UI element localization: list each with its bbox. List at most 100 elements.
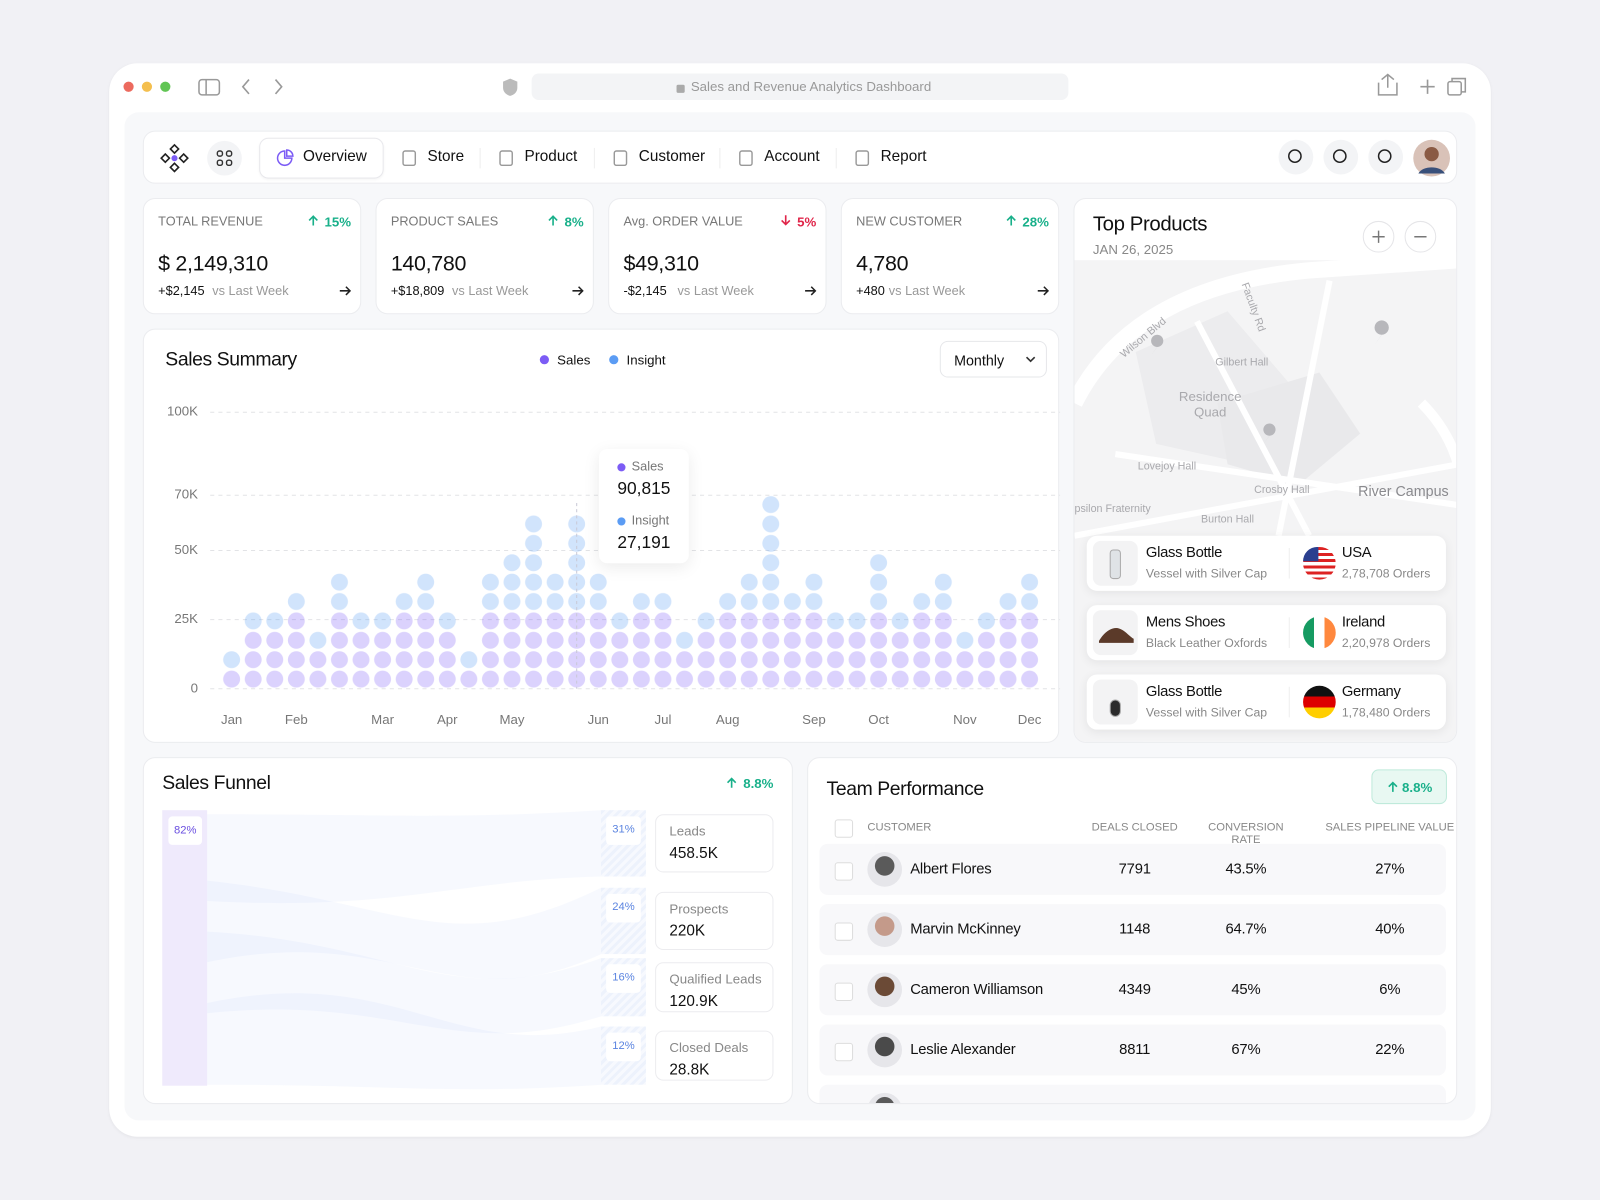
kpi-arrow-svg (1006, 215, 1016, 226)
period-select[interactable]: Monthly (939, 340, 1047, 378)
dot-column (285, 591, 308, 612)
tooltip-swatch (617, 517, 626, 526)
panel-title: Sales Funnel (162, 772, 271, 794)
change-arrow (726, 776, 738, 790)
table-cell: 1148 (1119, 921, 1151, 938)
nav-item[interactable]: Account (764, 147, 820, 166)
kpi-link[interactable] (803, 284, 817, 298)
nav-item[interactable]: Overview (303, 147, 367, 166)
tooltip-swatch (617, 463, 626, 472)
zoom-controls[interactable] (1362, 219, 1440, 254)
kpi-link[interactable] (338, 284, 352, 298)
nav-item[interactable]: Store (427, 147, 465, 166)
team-performance-panel: Team Performance 8.8% CUSTOMER DEALS CLOSE… (807, 757, 1458, 1105)
country-orders: 1,78,480 Orders (1341, 705, 1431, 720)
stage-card (655, 1030, 774, 1081)
panel-date: JAN 26, 2025 (1092, 241, 1174, 258)
kpi-compare: vs Last Week (888, 283, 966, 298)
dot-column (932, 611, 955, 689)
change-value: 8.8% (1402, 779, 1433, 795)
kpi-link[interactable] (1036, 284, 1050, 298)
stage-label: Leads (669, 823, 706, 839)
stage-share: 16% (612, 971, 635, 984)
nav-icon (399, 148, 419, 168)
nav-divider (479, 147, 481, 169)
dot-column (565, 514, 588, 612)
stage-value: 458.5K (669, 844, 718, 863)
table-cell: 4349 (1118, 981, 1151, 998)
customer-name: Marvin McKinney (910, 921, 1021, 938)
dot-column (393, 591, 415, 612)
kpi-change: 5% (797, 214, 817, 230)
y-tick-label: 50K (174, 542, 198, 557)
y-tick-label: 0 (191, 680, 198, 695)
map-label: Residence Quad (1178, 388, 1242, 420)
country-name: USA (1341, 544, 1372, 562)
legend-label: Sales (557, 352, 591, 368)
kpi-delta: +$2,145 (158, 283, 205, 298)
map-label: psilon Fraternity (1074, 503, 1151, 516)
dot-column (803, 572, 825, 612)
product-name: Glass Bottle (1145, 683, 1223, 700)
product-image (1092, 679, 1138, 725)
logo (158, 142, 191, 175)
dot-column (630, 611, 653, 689)
dot-column (673, 650, 696, 689)
country-flag (1303, 685, 1336, 719)
nav-divider (719, 147, 721, 169)
panel-title: Top Products (1092, 213, 1208, 236)
x-tick-label: Sep (802, 712, 826, 727)
bottle-img (1109, 699, 1121, 717)
tooltip-name: Insight (631, 513, 670, 528)
product-row: Mens Shoes Black Leather Oxfords Ireland 2,… (1086, 605, 1446, 661)
x-tick-label: Nov (953, 712, 977, 727)
nav-item[interactable]: Customer (638, 147, 706, 166)
legend-label: Insight (626, 352, 666, 368)
url-text: Sales and Revenue Analytics Dashboard (690, 78, 932, 94)
row-checkbox (834, 922, 854, 941)
dot-column (436, 611, 459, 631)
funnel-flows (162, 810, 602, 1090)
nav-item[interactable]: Product (524, 147, 578, 166)
customer-name: Albert Flores (910, 861, 992, 878)
kpi-link-svg (572, 286, 584, 296)
table-cell: 64.7% (1225, 921, 1267, 938)
icon-button (1322, 139, 1359, 176)
stage-share: 31% (612, 823, 635, 836)
table-cell: 6% (1379, 981, 1401, 998)
stage-card (655, 962, 774, 1013)
kpi-arrow (547, 213, 559, 227)
tooltip-value: 27,191 (617, 532, 671, 553)
icon-button (1367, 139, 1404, 176)
change-arrow-svg (726, 777, 737, 788)
row-divider (1288, 547, 1290, 579)
x-tick-label: Aug (716, 712, 740, 727)
dot-column (458, 650, 480, 670)
nav-divider (835, 147, 837, 169)
dot-column (1018, 572, 1041, 612)
nav-item[interactable]: Report (880, 147, 927, 166)
apps-button-svg (207, 140, 242, 176)
country-orders: 2,78,708 Orders (1341, 566, 1431, 581)
dot-column (695, 611, 717, 631)
dot-column (889, 630, 911, 689)
dot-column (824, 611, 847, 631)
country-flag (1303, 616, 1336, 649)
dot-column (393, 611, 415, 689)
x-tick-label: Oct (868, 712, 889, 727)
icon-button-svg (1278, 139, 1314, 175)
dot-column (997, 611, 1019, 689)
table-cell: 8811 (1119, 1041, 1151, 1059)
change-badge (1371, 769, 1447, 805)
legend-swatch (609, 355, 619, 365)
x-tick-label: Jun (588, 712, 609, 727)
kpi-compare: vs Last Week (677, 283, 754, 298)
dot-column (263, 611, 286, 631)
kpi-arrow (307, 213, 319, 227)
apps-button (206, 140, 243, 177)
dot-column (695, 630, 717, 689)
kpi-link[interactable] (570, 284, 584, 298)
dot-column (652, 591, 674, 612)
product-name: Glass Bottle (1145, 544, 1223, 562)
kpi-label: NEW CUSTOMER (856, 214, 963, 229)
